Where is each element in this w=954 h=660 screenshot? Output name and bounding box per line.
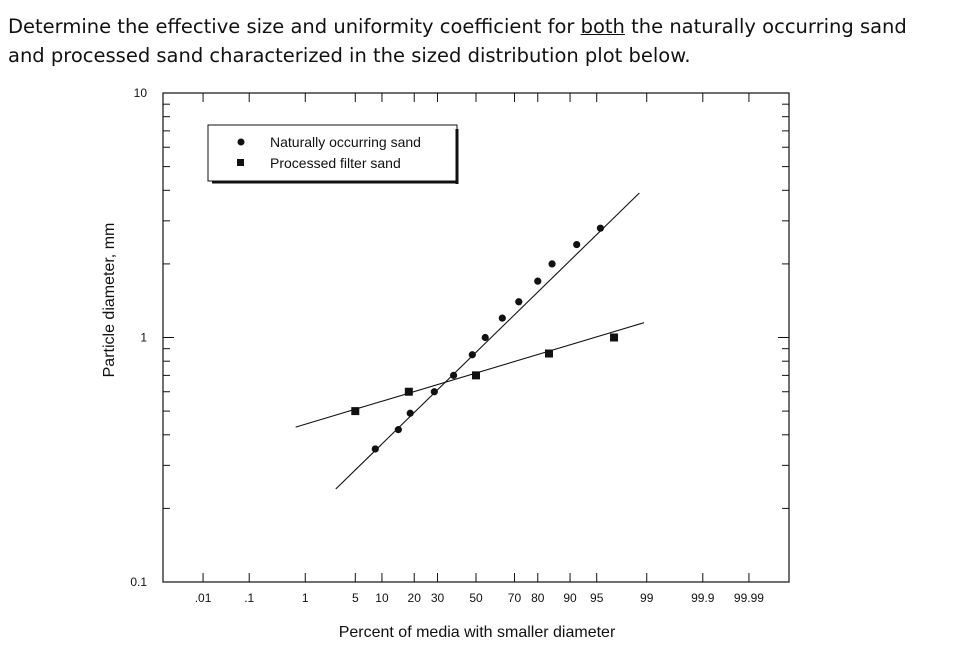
y-axis-title: Particle diameter, mm <box>101 223 118 378</box>
legend-circle-marker <box>237 138 245 146</box>
data-point-natural <box>573 240 581 249</box>
data-point-natural <box>371 445 379 453</box>
y-tick-label: 1 <box>140 331 147 345</box>
fit-line-series-1 <box>295 322 645 428</box>
legend-label-processed: Processed filter sand <box>270 155 401 171</box>
legend: Naturally occurring sand Processed filte… <box>207 124 459 184</box>
x-tick-label: 99.9 <box>691 591 715 605</box>
x-tick-label: 99.99 <box>734 591 764 605</box>
x-tick-label: 10 <box>375 591 389 605</box>
question-emphasis: both <box>580 15 625 38</box>
fit-lines <box>295 192 645 490</box>
data-point-natural <box>534 277 542 285</box>
x-axis-title: Percent of media with smaller diameter <box>339 624 616 641</box>
question-part-1: Determine the effective size and uniform… <box>8 15 581 38</box>
data-point-natural <box>515 298 523 306</box>
data-point-natural <box>548 260 556 268</box>
data-point-processed <box>351 407 360 416</box>
data-point-natural <box>449 371 458 379</box>
x-tick-label: 70 <box>508 591 522 605</box>
x-tick-label: 20 <box>408 591 422 605</box>
x-tick-label: 1 <box>302 591 309 605</box>
data-point-processed <box>544 349 553 358</box>
data-point-natural <box>498 314 506 322</box>
x-tick-label: 80 <box>531 591 545 605</box>
data-markers <box>351 224 619 453</box>
data-point-natural <box>430 388 438 396</box>
data-point-natural <box>406 409 414 417</box>
x-tick-label: 5 <box>352 591 359 605</box>
data-point-processed <box>610 333 619 342</box>
tick-labels: .01 .1 1 5 10 20 30 50 70 80 90 95 99 99.9 99.99 0.1 1 10 <box>130 86 764 605</box>
x-tick-label: 99 <box>640 591 654 605</box>
plot-frame <box>162 92 790 583</box>
question-part-2: the naturally occurring sand and process… <box>8 15 907 67</box>
data-point-natural <box>481 333 489 342</box>
x-tick-label: .1 <box>244 591 254 605</box>
y-tick-label: 0.1 <box>130 575 147 589</box>
question-text: Determine the effective size and uniform… <box>8 12 948 70</box>
x-tick-label: 50 <box>469 591 483 605</box>
data-point-processed <box>472 371 480 380</box>
x-tick-label: 90 <box>563 591 577 605</box>
x-tick-label: 95 <box>590 591 604 605</box>
fit-line-series-0 <box>335 192 640 490</box>
data-point-processed <box>404 387 413 396</box>
data-point-natural <box>596 224 605 232</box>
data-point-natural <box>468 351 476 359</box>
x-tick-label: 30 <box>431 591 445 605</box>
data-point-natural <box>394 426 402 434</box>
x-tick-label: .01 <box>195 591 212 605</box>
axis-ticks <box>163 93 789 583</box>
legend-label-natural: Naturally occurring sand <box>270 134 421 150</box>
y-tick-label: 10 <box>134 86 148 100</box>
legend-square-marker <box>237 159 244 166</box>
